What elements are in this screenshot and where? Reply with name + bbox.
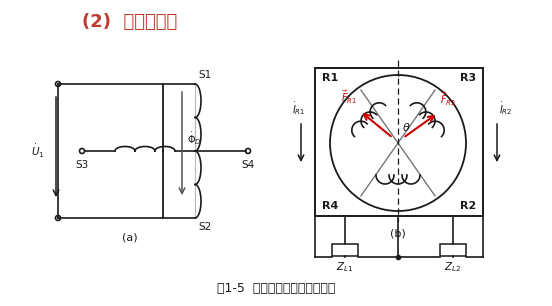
Text: 图1-5  二次侧补偿的旋转变压器: 图1-5 二次侧补偿的旋转变压器 [217, 282, 335, 294]
Bar [332, 244, 358, 256]
Text: (b): (b) [390, 229, 406, 239]
Text: $\vec{F}_{R2}$: $\vec{F}_{R2}$ [440, 91, 456, 108]
Text: R1: R1 [322, 73, 338, 83]
Text: S4: S4 [241, 160, 254, 170]
Text: R2: R2 [460, 201, 476, 211]
Text: $\dot{\Phi}_D$: $\dot{\Phi}_D$ [187, 131, 201, 147]
Text: S2: S2 [198, 222, 211, 232]
Bar [315, 68, 483, 216]
Text: R3: R3 [460, 73, 476, 83]
Text: $\dot{I}_{R1}$: $\dot{I}_{R1}$ [293, 100, 306, 117]
Text: $\dot{U}_1$: $\dot{U}_1$ [31, 143, 45, 159]
Text: S3: S3 [76, 160, 89, 170]
Text: $Z_{L2}$: $Z_{L2}$ [444, 260, 461, 274]
Text: $Z_{L1}$: $Z_{L1}$ [336, 260, 354, 274]
Text: (2)  二次侧补偿: (2) 二次侧补偿 [82, 13, 178, 31]
Text: $\vec{F}_{R1}$: $\vec{F}_{R1}$ [341, 89, 357, 106]
Bar [440, 244, 466, 256]
Text: R4: R4 [322, 201, 338, 211]
Text: $\theta$: $\theta$ [402, 121, 411, 133]
Text: S1: S1 [198, 70, 211, 80]
Text: (a): (a) [122, 233, 138, 243]
Text: $\dot{I}_{R2}$: $\dot{I}_{R2}$ [499, 100, 512, 117]
